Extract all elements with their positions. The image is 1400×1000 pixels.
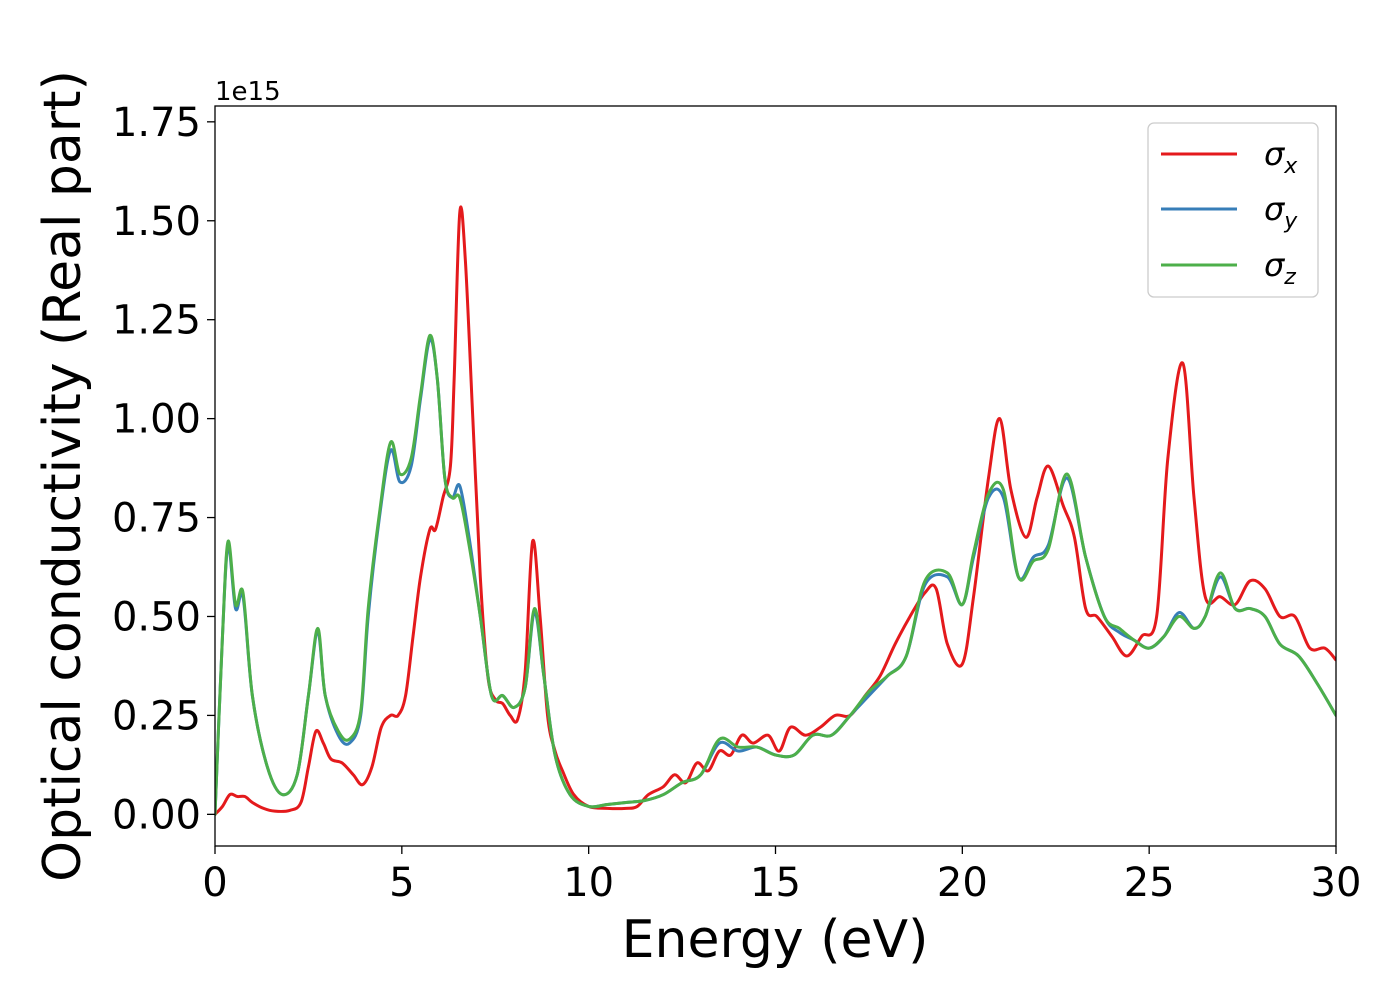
legend-subscript: z — [1283, 265, 1296, 290]
x-axis-title: Energy (eV) — [622, 910, 929, 970]
x-tick-label: 30 — [1311, 860, 1362, 906]
legend-label-sigma-y: σy — [1264, 190, 1298, 234]
y-tick-label: 1.00 — [112, 397, 201, 443]
x-tick-label: 25 — [1124, 860, 1175, 906]
x-tick-label: 5 — [389, 860, 414, 906]
y-tick-label: 1.75 — [112, 100, 201, 146]
legend-subscript: x — [1283, 154, 1298, 179]
plot-area — [214, 105, 1337, 847]
y-tick-label: 0.25 — [112, 693, 201, 739]
series-layer — [215, 205, 1336, 816]
legend-label-sigma-z: σz — [1264, 246, 1296, 290]
y-tick-label: 0.00 — [112, 792, 201, 838]
y-tick-label: 0.75 — [112, 496, 201, 542]
y-axis: 0.00 0.25 0.50 0.75 1.00 1.25 1.50 1.75 — [112, 100, 215, 838]
x-tick-label: 20 — [937, 860, 988, 906]
y-offset-label: 1e15 — [215, 77, 281, 107]
y-tick-label: 1.50 — [112, 199, 201, 245]
legend-symbol: σ — [1264, 190, 1286, 228]
x-tick-label: 15 — [750, 860, 801, 906]
legend-subscript: y — [1283, 209, 1298, 234]
y-tick-label: 1.25 — [112, 298, 201, 344]
y-axis-title: Optical conductivity (Real part) — [33, 70, 93, 882]
series-line-sigma-z — [215, 334, 1336, 816]
series-line-sigma-x — [215, 205, 1336, 816]
legend-label-sigma-x: σx — [1264, 135, 1298, 179]
legend-symbol: σ — [1264, 135, 1286, 173]
x-axis: 0 5 10 15 20 25 30 — [202, 846, 1361, 906]
y-tick-label: 0.50 — [112, 594, 201, 640]
x-tick-label: 0 — [202, 860, 227, 906]
legend-symbol: σ — [1264, 246, 1286, 284]
x-tick-label: 10 — [563, 860, 614, 906]
